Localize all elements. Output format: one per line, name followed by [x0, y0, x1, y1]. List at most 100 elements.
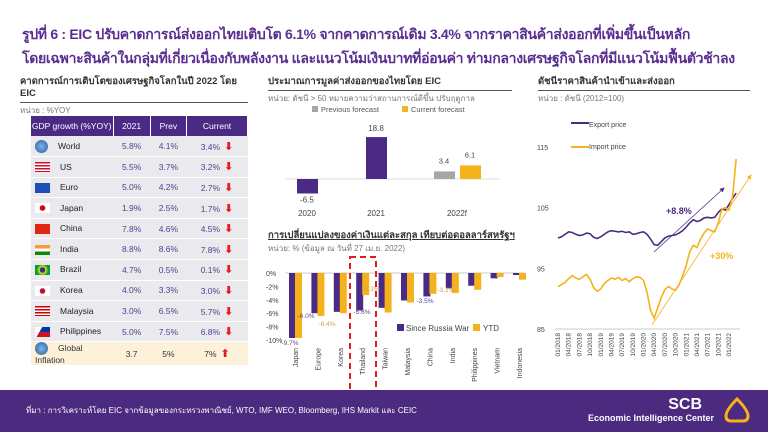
x-tick-label: Europe: [315, 348, 322, 371]
annotation-export: +8.8%: [666, 206, 692, 216]
country-cell: Global Inflation: [31, 341, 113, 367]
growth-prev-cell: 4.2%: [150, 177, 187, 199]
footer-bar: ที่มา : การวิเคราะห์โดย EIC จากข้อมูลของ…: [0, 390, 768, 432]
flag-japan-icon: [35, 203, 50, 214]
country-name: Euro: [60, 182, 78, 193]
bar-taiwan-ytd: [384, 273, 392, 313]
table-row: Global Inflation 3.7 5% 7% ⬆: [31, 341, 248, 367]
growth-2021-cell: 4.0%: [113, 280, 151, 302]
legend-label-since-war: Since Russia War: [406, 324, 470, 333]
flag-india-icon: [35, 244, 50, 255]
bar-korea-since-war: [333, 273, 341, 312]
x-tick-label: 04/2021: [694, 333, 701, 357]
growth-prev-cell: 3.7%: [150, 156, 187, 178]
x-tick-label: 04/2018: [566, 333, 573, 357]
flag-eu-icon: [35, 182, 50, 193]
x-tick-label: Malaysia: [405, 348, 412, 376]
currency-chart-header: การเปลี่ยนแปลงของค่าเงินแต่ละสกุล เทียบต…: [268, 230, 526, 254]
current-value: 5.7%: [200, 306, 221, 317]
x-tick-label: 01/2021: [683, 333, 690, 357]
data-label: 18.8: [368, 124, 384, 133]
x-tick-label: 10/2019: [630, 333, 637, 357]
scb-logo-icon: [724, 396, 750, 423]
trend-arrow-export: [653, 187, 725, 253]
growth-current-cell: 3.2% ⬇: [186, 156, 248, 178]
current-value: 7.8%: [200, 244, 221, 255]
growth-current-cell: 4.5% ⬇: [186, 218, 248, 240]
x-tick-label: 07/2018: [576, 333, 583, 357]
x-tick-label: 01/2019: [598, 333, 605, 357]
legend-swatch-since-war: [397, 324, 404, 331]
bar-malaysia-since-war: [401, 273, 408, 301]
price-index-heading: ดัชนีราคาสินค้านำเข้าและส่งออก: [538, 76, 750, 91]
bar-europe-ytd: [317, 273, 325, 316]
x-tick-label: 01/2020: [641, 333, 648, 357]
table-header-row: GDP growth (%YOY) 2021 Prev Current: [31, 116, 248, 136]
x-tick-label: 2021: [367, 209, 385, 218]
current-value: 7%: [204, 349, 217, 360]
flag-china-icon: [35, 224, 50, 235]
growth-current-cell: 7.8% ⬇: [186, 238, 248, 261]
x-tick-label: Thailand: [360, 348, 367, 375]
data-label: -3.1%: [438, 287, 455, 294]
line-export-price: [557, 192, 737, 247]
data-label: -6.0%: [298, 313, 315, 320]
price-index-unit: หน่วย : ดัชนี (2012=100): [538, 94, 625, 103]
growth-2021-cell: 7.8%: [113, 218, 151, 240]
growth-prev-cell: 5%: [150, 341, 187, 367]
bar-thailand-ytd: [362, 273, 370, 296]
y-tick-label: 115: [537, 145, 548, 152]
x-tick-label: Japan: [293, 348, 300, 367]
x-tick-label: 07/2019: [619, 333, 626, 357]
legend-swatch-previous: [312, 106, 318, 112]
legend-label-export: Export price: [589, 122, 626, 129]
arrow-up-icon: ⬆: [220, 348, 230, 361]
globe-icon: [35, 139, 48, 153]
line-import-price: [557, 158, 737, 321]
table-row: Japan 1.9% 2.5% 1.7% ⬇: [31, 197, 248, 219]
growth-prev-cell: 7.5%: [150, 321, 187, 343]
country-cell: Euro: [31, 177, 113, 199]
arrow-down-icon: ⬇: [224, 305, 234, 318]
flag-us-icon: [35, 162, 50, 173]
x-tick-label: 01/2022: [726, 333, 733, 357]
export-forecast-heading: ประมาณการมูลค่าส่งออกของไทยโดย EIC: [268, 76, 512, 91]
x-tick-label: 07/2021: [705, 333, 712, 357]
slide-title: รูปที่ 6 : EIC ปรับคาดการณ์ส่งออกไทยเติบ…: [22, 22, 752, 70]
country-name: Brazil: [60, 264, 82, 275]
country-cell: India: [31, 238, 113, 261]
eic-logo-subtext: Economic Intelligence Center: [587, 413, 714, 423]
col-header-prev: Prev: [150, 116, 188, 136]
bar-china-since-war: [423, 273, 431, 297]
arrow-down-icon: ⬇: [224, 140, 234, 153]
growth-2021-cell: 5.8%: [113, 136, 151, 158]
arrow-down-icon: ⬇: [224, 284, 234, 297]
country-cell: US: [31, 156, 113, 178]
country-name: India: [60, 243, 79, 254]
arrow-down-icon: ⬇: [224, 326, 234, 339]
growth-2021-cell: 3.7: [113, 341, 151, 367]
growth-current-cell: 5.7% ⬇: [186, 300, 248, 322]
growth-2021-cell: 3.0%: [113, 300, 151, 322]
x-tick-label: Indonesia: [517, 348, 524, 378]
x-tick-label: 2020: [298, 209, 316, 218]
bar-philippines-ytd: [474, 273, 482, 290]
x-tick-label: 2022f: [447, 209, 468, 218]
bar-indonesia-since-war: [513, 273, 520, 276]
bar-2020: [297, 179, 318, 194]
gdp-panel-unit: หน่วย : %YOY: [20, 106, 71, 115]
country-name: US: [60, 161, 72, 172]
annotation-import: +30%: [710, 251, 733, 261]
gdp-panel-header: คาดการณ์การเติบโตของเศรษฐกิจโลกในปี 2022…: [20, 76, 248, 116]
legend-label-import: Import price: [589, 144, 626, 151]
country-cell: Philippines: [31, 321, 113, 343]
data-label: 6.1: [465, 150, 475, 159]
country-name: China: [60, 223, 83, 234]
y-tick-label: -4%: [266, 298, 278, 305]
growth-prev-cell: 8.6%: [150, 238, 187, 261]
arrow-down-icon: ⬇: [224, 264, 234, 277]
growth-current-cell: 3.0% ⬇: [186, 280, 248, 302]
growth-current-cell: 6.8% ⬇: [186, 321, 248, 343]
growth-2021-cell: 5.0%: [113, 177, 151, 199]
x-tick-label: Philippines: [472, 348, 479, 382]
